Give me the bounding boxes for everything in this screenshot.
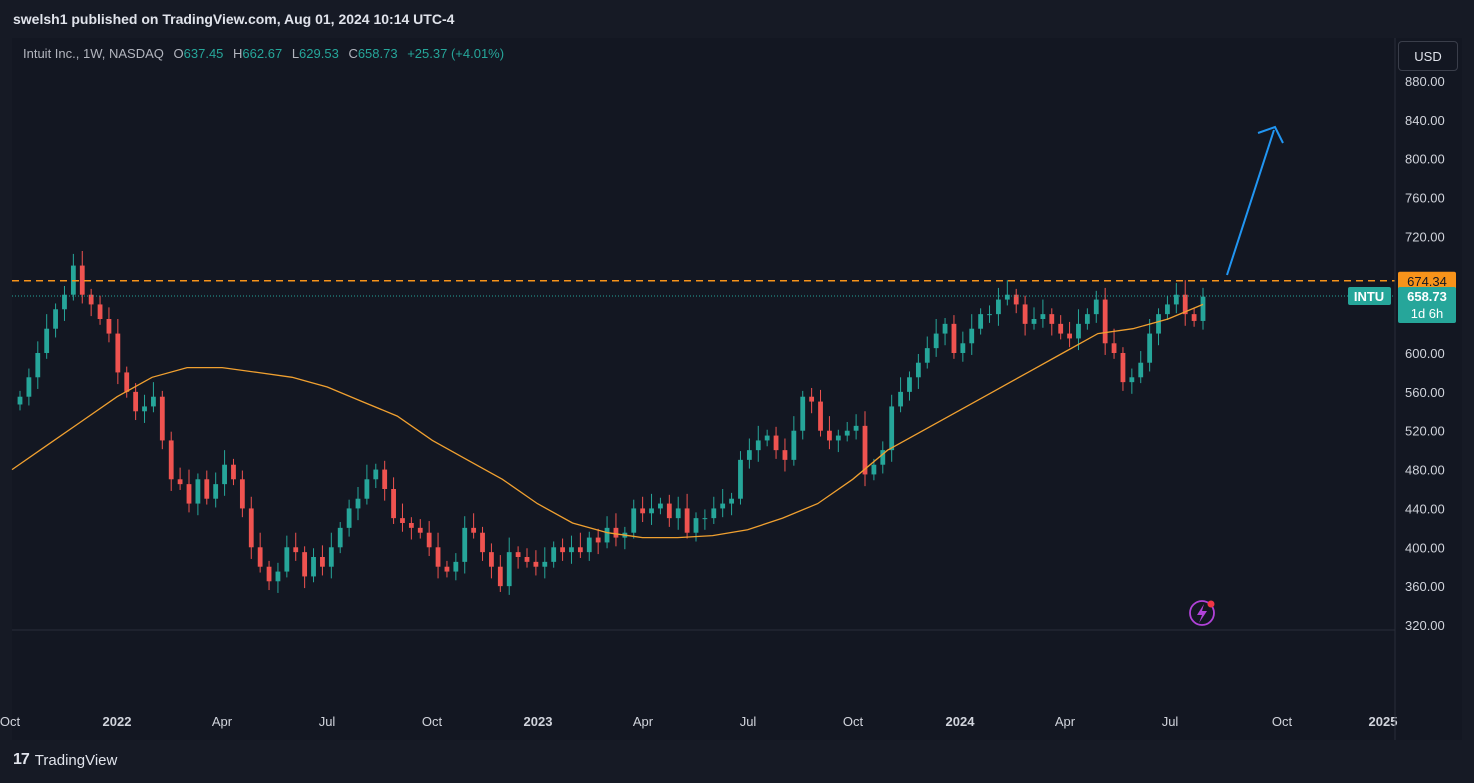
open-label: O <box>173 46 184 61</box>
tradingview-brand: TradingView <box>34 751 118 769</box>
tradingview-mark-icon: 17 <box>13 751 30 768</box>
close-label: C <box>348 46 358 61</box>
chart-area[interactable] <box>12 38 1462 740</box>
symbol-name: Intuit Inc., 1W, NASDAQ <box>23 46 164 61</box>
low-value: 629.53 <box>299 46 339 61</box>
ohlc-legend: Intuit Inc., 1W, NASDAQ O637.45 H662.67 … <box>23 46 504 61</box>
publisher-caption: swelsh1 published on TradingView.com, Au… <box>13 11 455 27</box>
change-value: +25.37 (+4.01%) <box>407 46 505 61</box>
currency-button[interactable]: USD <box>1398 41 1458 71</box>
top-bar: swelsh1 published on TradingView.com, Au… <box>0 0 1474 38</box>
close-value: 658.73 <box>357 46 398 61</box>
tradingview-logo[interactable]: 17 TradingView <box>13 751 117 769</box>
footer <box>0 741 1474 783</box>
open-value: 637.45 <box>183 46 224 61</box>
high-value: 662.67 <box>242 46 283 61</box>
high-label: H <box>233 46 243 61</box>
low-label: L <box>291 46 300 61</box>
